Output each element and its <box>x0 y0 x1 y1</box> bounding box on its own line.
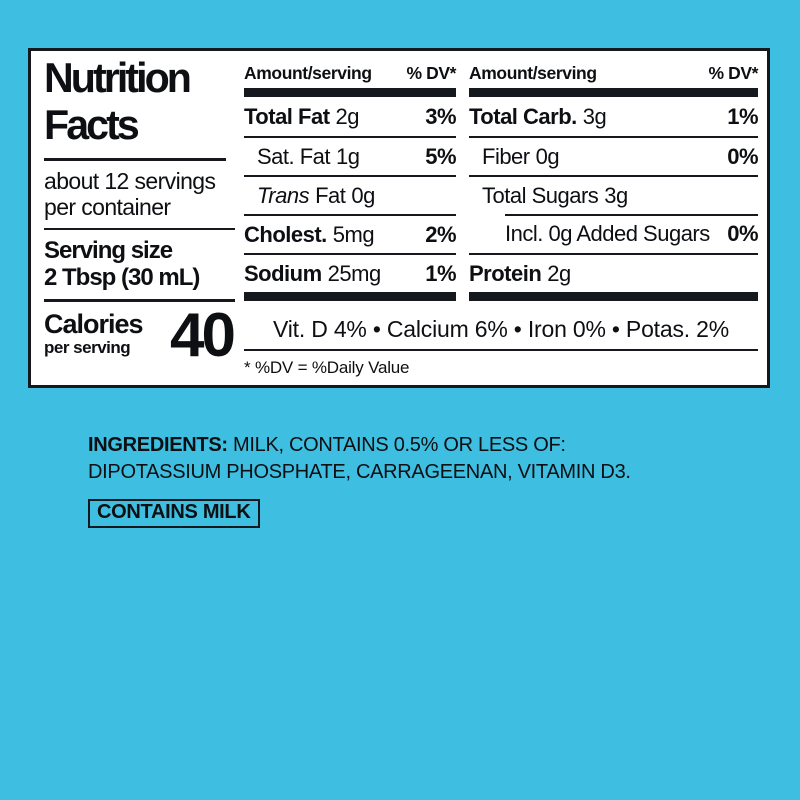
nutrient-value: 1g <box>336 143 360 169</box>
nutrient-value: 3g <box>604 182 628 208</box>
nutrient-dv: 0% <box>727 143 758 169</box>
servings-line-1: about 12 servings <box>44 167 216 194</box>
nutrient-dv: 2% <box>425 221 456 247</box>
nutrient-column-carb: Amount/serving % DV* Total Carb. 3g 1% F… <box>469 63 758 301</box>
nutrient-name: Incl. 0g Added Sugars <box>505 220 710 246</box>
row-total-sugars: Total Sugars 3g <box>469 175 758 214</box>
nutrient-name: Fiber <box>482 143 530 169</box>
nutrient-name: Total Fat <box>244 103 330 129</box>
calories-row: Calories per serving 40 <box>44 301 236 370</box>
calories-value: 40 <box>170 301 236 370</box>
calories-sublabel: per serving <box>44 338 131 357</box>
servings-line-2: per container <box>44 193 171 220</box>
nutrient-name: Protein <box>469 260 542 286</box>
nutrient-value: 2g <box>547 260 571 286</box>
daily-value-footnote: * %DV = %Daily Value <box>244 358 410 377</box>
header-amount-serving: Amount/serving <box>244 63 372 83</box>
title-line-2: Facts <box>44 101 140 148</box>
nutrient-name: Total Sugars <box>482 182 599 208</box>
column-header: Amount/serving % DV* <box>469 63 758 84</box>
column-header: Amount/serving % DV* <box>244 63 456 84</box>
nutrition-facts-label: Nutrition Facts about 12 servings per co… <box>28 48 770 388</box>
row-fiber: Fiber 0g 0% <box>469 136 758 175</box>
serving-size-value: 2 Tbsp (30 mL) <box>44 264 200 291</box>
calories-labels: Calories per serving <box>44 309 144 358</box>
nutrient-name-italic: Trans <box>257 182 310 208</box>
nutrient-value: 0g <box>535 143 560 169</box>
allergen-statement: CONTAINS MILK <box>88 499 260 528</box>
row-total-carb: Total Carb. 3g 1% <box>469 97 758 136</box>
nutrient-column-fat: Amount/serving % DV* Total Fat 2g 3% Sat… <box>244 63 456 301</box>
row-total-fat: Total Fat 2g 3% <box>244 97 456 136</box>
title-line-1: Nutrition <box>44 54 192 101</box>
nutrient-value: 3g <box>582 103 607 129</box>
micronutrients-line: Vit. D 4% • Calcium 6% • Iron 0% • Potas… <box>244 303 758 351</box>
ingredients-text: INGREDIENTS: MILK, CONTAINS 0.5% OR LESS… <box>88 432 680 486</box>
row-protein: Protein 2g <box>469 253 758 292</box>
nutrient-name: Total Carb. <box>469 103 577 129</box>
header-amount-serving: Amount/serving <box>469 63 597 83</box>
calories-label: Calories <box>44 309 144 339</box>
nutrient-name: Sat. Fat <box>257 143 331 169</box>
row-sat-fat: Sat. Fat 1g 5% <box>244 136 456 175</box>
divider <box>44 227 235 230</box>
label-left-column: Nutrition Facts about 12 servings per co… <box>44 53 236 370</box>
nutrient-dv: 1% <box>727 103 758 129</box>
nutrient-dv: 1% <box>425 260 456 286</box>
row-cholesterol: Cholest. 5mg 2% <box>244 214 456 253</box>
nutrient-dv: 3% <box>425 103 456 129</box>
row-sodium: Sodium 25mg 1% <box>244 253 456 292</box>
header-percent-dv: % DV* <box>406 63 456 83</box>
nutrient-value: 25mg <box>327 260 382 286</box>
nutrition-facts-title: Nutrition Facts <box>44 54 231 148</box>
nutrient-name: Sodium <box>244 260 322 286</box>
divider <box>44 158 226 161</box>
nutrient-dv: 0% <box>727 220 758 246</box>
nutrient-name: Fat <box>315 182 346 208</box>
divider <box>44 299 235 302</box>
header-percent-dv: % DV* <box>708 63 758 83</box>
nutrient-name: Cholest. <box>244 221 327 247</box>
partial-divider <box>505 214 758 216</box>
thick-bar <box>469 88 758 97</box>
row-added-sugars: Incl. 0g Added Sugars 0% <box>469 214 758 253</box>
thick-bar <box>244 88 456 97</box>
thick-bar <box>469 292 758 301</box>
servings-per-container: about 12 servings per container <box>44 168 235 220</box>
nutrient-value: 5mg <box>332 221 375 247</box>
ingredients-list: MILK, CONTAINS 0.5% OR LESS OF: DIPOTASS… <box>88 434 631 483</box>
row-trans-fat: Trans Fat 0g <box>244 175 456 214</box>
serving-size-label: Serving size <box>44 237 173 264</box>
ingredients-label: INGREDIENTS: <box>88 434 228 456</box>
serving-size: Serving size 2 Tbsp (30 mL) <box>44 237 235 291</box>
thick-bar <box>244 292 456 301</box>
ingredients-section: INGREDIENTS: MILK, CONTAINS 0.5% OR LESS… <box>88 432 680 528</box>
nutrient-value: 0g <box>351 182 375 208</box>
nutrient-dv: 5% <box>425 143 456 169</box>
nutrient-value: 2g <box>335 103 360 129</box>
